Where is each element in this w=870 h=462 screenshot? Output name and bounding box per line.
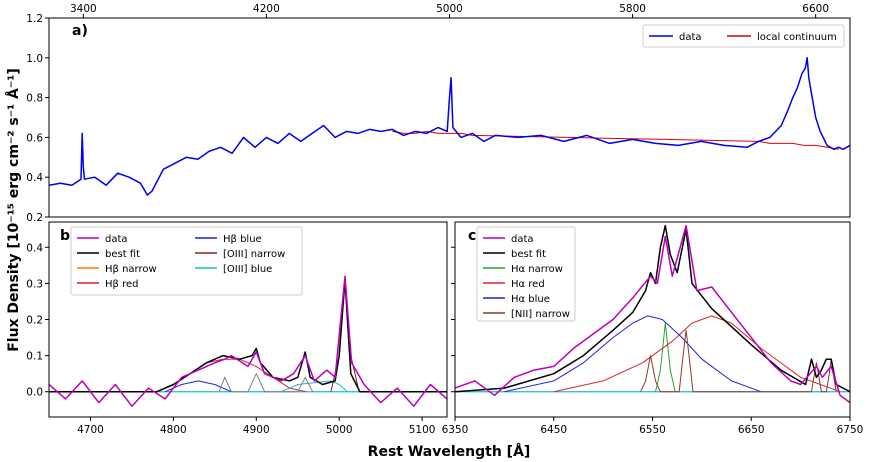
legend-entry: Hβ red: [105, 279, 138, 290]
legend-entry: data: [105, 234, 128, 245]
y-tick-label: 0.0: [26, 387, 43, 399]
y-axis-title: Flux Density [10⁻¹⁵ erg cm⁻² s⁻¹ Å⁻¹]: [5, 68, 22, 352]
series-data: [49, 275, 447, 407]
legend-entry: [OIII] narrow: [223, 249, 285, 260]
x-tick-label: 5800: [619, 3, 646, 15]
panel-a: 3400 4200 5000 5800 6600 0.2 0.4 0.6 0.8 1.0 1.2 a)…: [26, 3, 851, 224]
y-tick-label: 0.8: [26, 93, 43, 105]
x-tick-label: 6550: [639, 424, 666, 436]
legend-entry: best fit: [105, 249, 140, 260]
x-tick-label: 6350: [442, 424, 469, 436]
legend-entry: best fit: [511, 249, 546, 260]
legend: data best fit Hβ narrow Hβ red Hβ blue [OIII]…: [70, 226, 303, 296]
series-best-fit: [49, 279, 447, 393]
legend-entry: Hα blue: [511, 294, 550, 305]
series-data: [49, 57, 850, 196]
x-tick-label: 4200: [253, 3, 280, 15]
legend-entry: Hβ narrow: [105, 264, 157, 275]
legend-box: [70, 226, 303, 296]
legend-entry: [OIII] blue: [223, 264, 272, 275]
x-tick-label: 4800: [160, 424, 187, 436]
series--oiii-blue: [281, 380, 348, 393]
x-tick-label: 3400: [70, 3, 97, 15]
x-tick-label: 5100: [409, 424, 436, 436]
y-tick-label: 0.2: [26, 212, 43, 224]
x-tick-label: 5000: [436, 3, 463, 15]
legend-entry: local continuum: [757, 32, 837, 43]
legend-entry: data: [679, 32, 702, 43]
legend-entry: Hα red: [511, 279, 545, 290]
y-tick-label: 0.2: [26, 315, 43, 327]
y-tick-label: 0.3: [26, 278, 43, 290]
series-h-narrow: [655, 322, 676, 392]
series-data: [455, 224, 850, 404]
series-h-red: [156, 358, 307, 393]
y-tick-label: 0.6: [26, 132, 43, 144]
x-tick-label: 6450: [540, 424, 567, 436]
y-tick-label: 1.2: [26, 13, 43, 25]
legend-entry: [NII] narrow: [511, 309, 570, 320]
x-tick-label: 4700: [77, 424, 104, 436]
x-tick-label: 6750: [837, 424, 864, 436]
series-group: [49, 275, 447, 407]
x-tick-label: 5000: [326, 424, 353, 436]
legend-entry: Hβ blue: [223, 234, 262, 245]
x-tick-label: 6600: [802, 3, 829, 15]
y-tick-label: 0.4: [26, 172, 43, 184]
y-tick-label: 0.1: [26, 351, 43, 363]
x-tick-label: 6650: [738, 424, 765, 436]
series-gray-components: [218, 373, 314, 393]
series-group: [49, 57, 850, 196]
legend: data local continuum: [642, 24, 845, 48]
x-tick-label: 4900: [243, 424, 270, 436]
x-axis-title: Rest Wavelength [Å]: [368, 443, 531, 460]
series-h-red: [553, 315, 841, 393]
series-h-blue: [164, 380, 232, 393]
legend-entry: data: [511, 234, 534, 245]
series--nii-narrow: [640, 329, 837, 393]
series-group: [455, 224, 850, 404]
y-tick-label: 1.0: [26, 53, 43, 65]
series-local-continuum: [392, 130, 839, 150]
y-tick-label: 0.4: [26, 242, 43, 254]
panel-label: a): [72, 23, 88, 39]
legend-entry: Hα narrow: [511, 264, 563, 275]
series-h-blue: [504, 315, 762, 393]
plot-frame: [48, 17, 851, 218]
legend: data best fit Hα narrow Hα red Hα blue [NII] …: [476, 226, 576, 322]
